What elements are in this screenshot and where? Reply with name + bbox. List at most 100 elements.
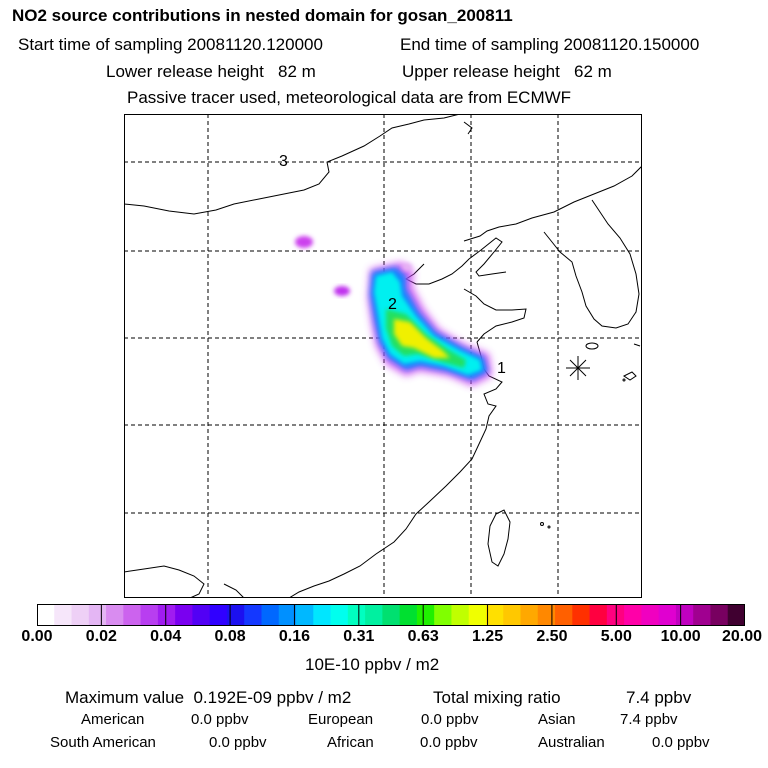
colorbar-cell (123, 604, 142, 626)
marker-label-1: 1 (497, 360, 506, 377)
colorbar-cell (434, 604, 453, 626)
coastlines (124, 114, 642, 598)
colorbar-tick-label: 2.50 (536, 628, 568, 645)
colorbar-cell (71, 604, 90, 626)
upper-release-height-label: Upper release height 62 m (402, 62, 612, 81)
colorbar-tick-label: 20.00 (721, 628, 763, 645)
lower-release-height-label: Lower release height 82 m (106, 62, 316, 81)
colorbar-cell (399, 604, 418, 626)
colorbar-frame (37, 604, 745, 626)
colorbar-cell (313, 604, 332, 626)
colorbar-cell (330, 604, 349, 626)
plume (295, 236, 492, 386)
plume-core (394, 319, 450, 358)
colorbar-tick-label: 0.63 (407, 628, 439, 645)
coast-korea (543, 199, 640, 329)
colorbar-tick-label: 5.00 (600, 628, 632, 645)
colorbar-cell (88, 604, 107, 626)
colorbar-cell (520, 604, 539, 626)
colorbar-cell (658, 604, 677, 626)
marker-label-3: 3 (279, 153, 288, 170)
colorbar-tick-label: 0.04 (150, 628, 182, 645)
colorbar-cell (347, 604, 366, 626)
island-dot (547, 525, 551, 529)
colorbar-cell (468, 604, 487, 626)
colorbar-tick-label: 0.31 (343, 628, 375, 645)
island-fragment (623, 371, 637, 381)
coast-bohai (404, 237, 507, 285)
island-jeju (585, 342, 599, 350)
border-fragment (463, 121, 473, 135)
colorbar-unit-label: 10E-10 ppbv / m2 (305, 655, 440, 674)
border-north (124, 114, 461, 215)
colorbar-cell (296, 604, 314, 626)
colorbar-cell (106, 604, 124, 626)
region-name-american: American (81, 711, 145, 728)
colorbar-tick-label: 0.00 (21, 628, 53, 645)
region-value-european: 0.0 ppbv (421, 711, 479, 728)
colorbar-cell (192, 604, 211, 626)
colorbar-tick-label: 0.02 (85, 628, 117, 645)
colorbar-cell (693, 604, 712, 626)
marker-label-2: 2 (388, 296, 397, 313)
coast-shandong (463, 288, 527, 343)
colorbar-cell (710, 604, 729, 626)
colorbar-tick-label: 0.08 (214, 628, 246, 645)
colorbar-cell (226, 604, 245, 626)
colorbar-cell (157, 604, 176, 626)
colorbar-cell (278, 604, 297, 626)
coast-south (223, 583, 245, 598)
colorbar-cell (555, 604, 573, 626)
region-value-south-american: 0.0 ppbv (209, 734, 267, 751)
tracer-note: Passive tracer used, meteorological data… (127, 88, 572, 107)
region-name-australian: Australian (538, 734, 605, 751)
total-mixing-ratio-value: 7.4 ppbv (626, 688, 692, 707)
colorbar-cell (537, 604, 556, 626)
colorbar-cell (416, 604, 435, 626)
colorbar-cell (209, 604, 228, 626)
start-time-label: Start time of sampling 20081120.120000 (18, 35, 323, 54)
colorbar-cell (727, 604, 745, 626)
plume-blob (334, 286, 350, 296)
colorbar-cell (572, 604, 591, 626)
region-name-european: European (308, 711, 374, 728)
island-taiwan (487, 509, 511, 567)
colorbar-tick-label: 10.00 (660, 628, 701, 645)
colorbar-cell (641, 604, 660, 626)
coast-south (124, 565, 205, 598)
island-fragment (633, 343, 641, 347)
border-korea (463, 165, 642, 242)
map-panel: 3 2 1 (124, 114, 642, 598)
max-value-label: Maximum value 0.192E-09 ppbv / m2 (65, 688, 352, 707)
colorbar-tick-label: 1.25 (471, 628, 504, 645)
colorbar-cell (261, 604, 280, 626)
colorbar-cell (503, 604, 522, 626)
colorbar (37, 604, 745, 626)
island-dot (540, 522, 544, 526)
colorbar-cell (451, 604, 470, 626)
colorbar-cell (485, 604, 504, 626)
figure-title: NO2 source contributions in nested domai… (12, 6, 513, 25)
region-value-australian: 0.0 ppbv (652, 734, 710, 751)
colorbar-cell (624, 604, 642, 626)
colorbar-cell (365, 604, 383, 626)
plume-blob (295, 236, 313, 248)
region-name-south-american: South American (50, 734, 156, 751)
colorbar-tick-label: 0.16 (278, 628, 311, 645)
colorbar-cell (382, 604, 401, 626)
graticule (124, 114, 642, 598)
colorbar-cell (175, 604, 194, 626)
colorbar-cell (140, 604, 159, 626)
colorbar-cell (54, 604, 73, 626)
colorbar-cell (675, 604, 694, 626)
region-name-asian: Asian (538, 711, 576, 728)
colorbar-cell (244, 604, 263, 626)
colorbar-cell (589, 604, 608, 626)
total-mixing-ratio-label: Total mixing ratio (433, 688, 561, 707)
region-value-african: 0.0 ppbv (420, 734, 478, 751)
colorbar-cell (37, 604, 55, 626)
region-value-american: 0.0 ppbv (191, 711, 249, 728)
plume-blob (402, 263, 412, 271)
region-name-african: African (327, 734, 374, 751)
region-value-asian: 7.4 ppbv (620, 711, 678, 728)
